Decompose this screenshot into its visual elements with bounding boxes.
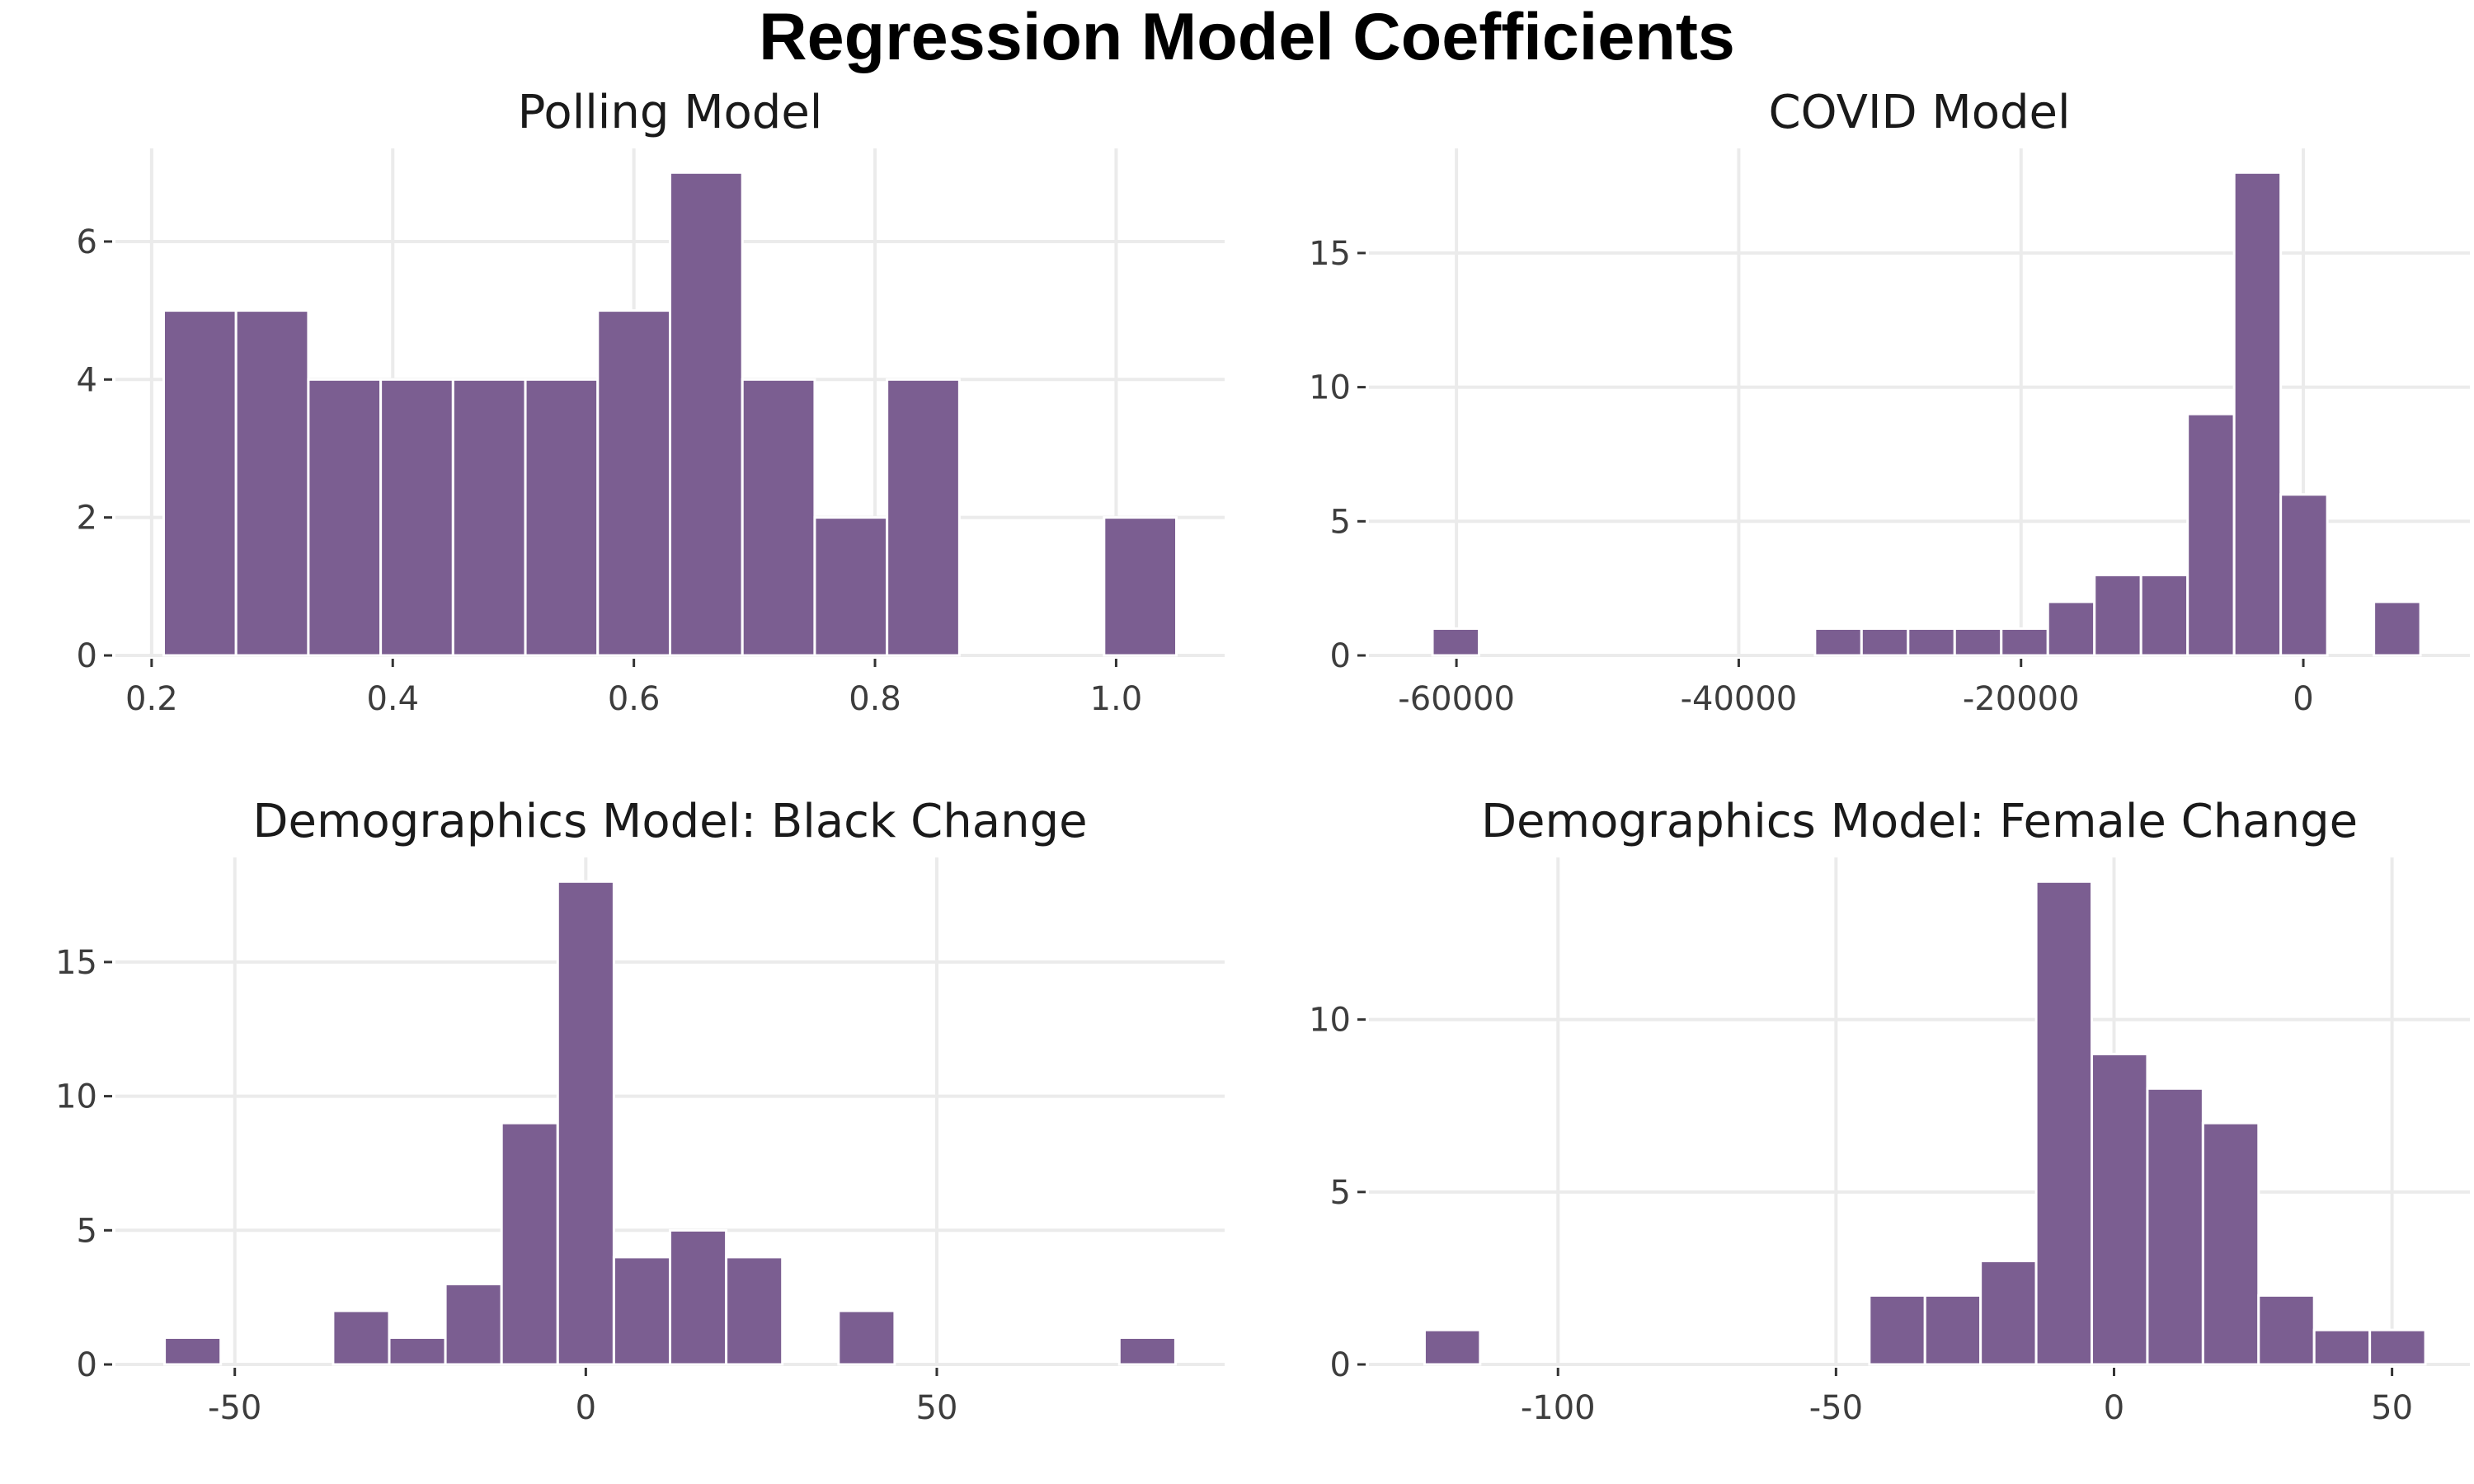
histogram-bar <box>1907 627 1956 657</box>
panel-1: Polling Model 0 2 4 6 0.2 0.4 0.6 0.8 1.0 <box>77 86 1225 718</box>
y-tick-label: 10 <box>55 1078 97 1116</box>
histogram-bar <box>2093 573 2142 657</box>
x-tick-label: -40000 <box>1681 680 1798 718</box>
panel-title: Demographics Model: Female Change <box>1481 795 2358 848</box>
histogram-bar <box>2312 1328 2372 1366</box>
y-tick-label: 5 <box>1330 1174 1351 1212</box>
x-tick-label: -50 <box>208 1389 261 1427</box>
histogram-bar <box>524 378 600 657</box>
histogram-bar <box>163 1336 223 1366</box>
histogram-bar <box>2186 412 2236 657</box>
y-tick-label: 0 <box>1330 1346 1351 1384</box>
y-tick-label: 6 <box>77 223 97 261</box>
x-tick-label: 1.0 <box>1090 680 1143 718</box>
histogram-bar <box>556 880 615 1366</box>
histogram-bar <box>2034 880 2094 1366</box>
histogram-bar <box>1103 516 1178 657</box>
histogram-bar <box>1431 627 1481 657</box>
x-tick-label: 0.2 <box>125 680 178 718</box>
x-tick-label: -20000 <box>1963 680 2080 718</box>
y-tick-label: 4 <box>77 361 97 399</box>
histogram-bar <box>2091 1052 2149 1366</box>
histogram-bar <box>444 1282 503 1366</box>
histogram-bar <box>596 309 671 657</box>
histogram-bar <box>2279 493 2329 657</box>
histogram-bar <box>1423 1328 1482 1366</box>
x-tick-label: 0.8 <box>849 680 901 718</box>
panel-title: Polling Model <box>518 86 823 139</box>
histogram-bar <box>2232 171 2283 657</box>
histogram-bar <box>669 171 744 657</box>
histogram-bar <box>1860 627 1910 657</box>
histogram-bar <box>612 1256 672 1366</box>
histogram-bar <box>2368 1328 2427 1366</box>
panel-4: Demographics Model: Female Change 0 5 10 -10… <box>1309 795 2470 1427</box>
histogram-bar <box>1868 1294 1926 1366</box>
x-tick-label: -50 <box>1809 1389 1863 1427</box>
histogram-bar <box>2201 1121 2260 1366</box>
y-tick-label: 15 <box>1309 235 1351 273</box>
figure-title: Regression Model Coefficients <box>759 0 1735 74</box>
histogram-bar <box>307 378 383 657</box>
histogram-bar <box>234 309 310 657</box>
histogram-bar <box>1979 1259 2038 1366</box>
panel-2: COVID Model 0 5 10 15 -60000 -40000 -20000 0 <box>1309 86 2470 718</box>
panel-title: Demographics Model: Black Change <box>252 795 1087 848</box>
histogram-bar <box>2139 573 2189 657</box>
x-tick-label: -100 <box>1521 1389 1596 1427</box>
x-tick-label: 0 <box>2104 1389 2124 1427</box>
histogram-bar <box>741 378 816 657</box>
x-tick-label: 0.4 <box>366 680 419 718</box>
histogram-bar <box>2257 1294 2316 1366</box>
y-tick-label: 5 <box>77 1212 97 1250</box>
histogram-bar <box>2000 627 2049 657</box>
histogram-panels: Polling Model 0 2 4 6 0.2 0.4 0.6 0.8 1.0 COVID Mo… <box>55 86 2470 1427</box>
x-tick-label: 0.6 <box>608 680 661 718</box>
histogram-bar <box>725 1256 784 1366</box>
x-tick-label: 0 <box>576 1389 596 1427</box>
histogram-bar <box>886 378 961 657</box>
x-tick-label: 50 <box>916 1389 958 1427</box>
histogram-bar <box>451 378 527 657</box>
panel-3: Demographics Model: Black Change 0 5 10 15 -5… <box>55 795 1225 1427</box>
histogram-bar <box>837 1309 896 1366</box>
y-tick-label: 10 <box>1309 369 1351 407</box>
x-tick-label: -60000 <box>1398 680 1515 718</box>
histogram-bar <box>813 516 889 657</box>
y-tick-label: 0 <box>1330 637 1351 675</box>
y-tick-label: 0 <box>77 637 97 675</box>
histogram-bar <box>162 309 238 657</box>
histogram-bar <box>669 1228 728 1366</box>
histogram-bar <box>2373 600 2422 657</box>
histogram-bar <box>500 1121 559 1366</box>
y-tick-label: 0 <box>77 1346 97 1384</box>
histogram-bar <box>332 1309 391 1366</box>
x-tick-label: 50 <box>2371 1389 2413 1427</box>
histogram-bar <box>2146 1087 2204 1366</box>
histogram-bar <box>388 1336 447 1366</box>
y-tick-label: 2 <box>77 500 97 538</box>
y-tick-label: 10 <box>1309 1002 1351 1040</box>
histogram-bar <box>1117 1336 1177 1366</box>
y-tick-label: 15 <box>55 944 97 982</box>
histogram-bar <box>379 378 454 657</box>
histogram-bar <box>2046 600 2096 657</box>
histogram-bar <box>1923 1294 1982 1366</box>
histogram-bar <box>1813 627 1863 657</box>
histogram-bar <box>1953 627 2003 657</box>
panel-title: COVID Model <box>1768 86 2070 139</box>
x-tick-label: 0 <box>2293 680 2313 718</box>
y-tick-label: 5 <box>1330 503 1351 541</box>
